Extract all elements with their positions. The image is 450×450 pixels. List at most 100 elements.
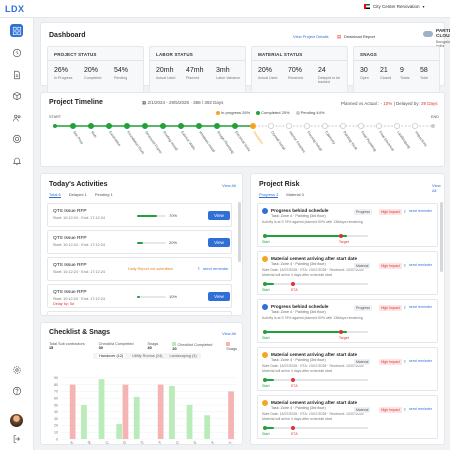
- milestone-dot[interactable]: [393, 122, 400, 129]
- activity-delay: Delay by: 5d: [53, 302, 75, 306]
- legend-label: Checklist Completed: [177, 343, 213, 347]
- send-reminder-button[interactable]: send reminder: [409, 305, 432, 309]
- risk-progress-fill: [264, 379, 275, 381]
- nav-settings[interactable]: [10, 363, 23, 376]
- view-project-details-link[interactable]: View Project Details: [293, 34, 329, 39]
- milestone-dot[interactable]: [357, 122, 364, 129]
- tab-material[interactable]: Material 3: [286, 192, 304, 197]
- start-marker: [263, 378, 267, 382]
- bar-checklist[interactable]: [204, 415, 210, 439]
- bar-checklist[interactable]: [98, 379, 105, 439]
- nav-documents[interactable]: [10, 68, 23, 81]
- nav-team[interactable]: [10, 111, 23, 124]
- milestone-dot[interactable]: [285, 122, 292, 129]
- tab-utility-rooms[interactable]: Utility Rooms (24): [132, 354, 163, 358]
- send-reminder-button[interactable]: send reminder: [409, 209, 432, 213]
- activity-progress-pct: 70%: [169, 213, 178, 218]
- risk-progress-fill: [264, 235, 348, 237]
- nav-materials[interactable]: [10, 89, 23, 102]
- tab-pending[interactable]: Pending 1: [94, 192, 113, 197]
- send-icon: ⇪: [197, 266, 201, 271]
- tab-total[interactable]: Total 6: [49, 192, 61, 198]
- milestone-label: Landscaping: [396, 130, 411, 149]
- milestone-dot[interactable]: [267, 122, 274, 129]
- activity-progress-bar: [137, 215, 166, 217]
- activities-view-all[interactable]: View All: [222, 183, 236, 188]
- send-icon: ⇪: [403, 263, 407, 268]
- x-tick-label: Hotel: [192, 440, 200, 445]
- bar-snags[interactable]: [228, 391, 234, 439]
- risk-card[interactable]: Material cement arriving after start dat…: [257, 347, 438, 391]
- milestone-dot[interactable]: [88, 122, 95, 129]
- milestone-dot[interactable]: [411, 122, 418, 129]
- stat-actual-used: 20mh Actual Used: [156, 67, 175, 80]
- milestone-dot[interactable]: [142, 122, 149, 129]
- milestone-dot[interactable]: [231, 122, 238, 129]
- nav-schedule[interactable]: [10, 46, 23, 59]
- risk-scrollbar[interactable]: [440, 202, 443, 272]
- bar-checklist[interactable]: [116, 424, 122, 439]
- tab-landscaping[interactable]: Landscaping (3): [169, 354, 197, 358]
- risk-card[interactable]: Material cement arriving after start dat…: [257, 395, 438, 439]
- send-reminder-button[interactable]: send reminder: [409, 359, 432, 363]
- stat-label: Snags: [147, 342, 159, 346]
- milestone-dot[interactable]: [321, 122, 328, 129]
- send-reminder-button[interactable]: send reminder: [203, 266, 229, 271]
- risk-card[interactable]: Progress behind schedule Task: Zone 4 · P…: [257, 203, 438, 247]
- milestone-dot[interactable]: [160, 122, 167, 129]
- activities-scrollbar[interactable]: [238, 202, 241, 262]
- x-tick-label: Charlie: [104, 440, 114, 445]
- activity-title: QTS Issue RFP: [53, 209, 87, 214]
- nav-logout[interactable]: [10, 432, 23, 445]
- tab-progress[interactable]: Progress 3: [259, 192, 279, 198]
- bar-checklist[interactable]: [169, 385, 175, 439]
- bar-snags[interactable]: [157, 384, 164, 439]
- avatar[interactable]: [10, 414, 23, 427]
- risk-card[interactable]: Progress behind schedule Task: Zone 4 · P…: [257, 299, 438, 343]
- nav-help[interactable]: [10, 384, 23, 397]
- project-selector[interactable]: City Center Renovation ▾: [364, 4, 425, 9]
- stat-completed: 20% Completed: [84, 67, 101, 80]
- milestone-dot[interactable]: [303, 122, 310, 129]
- risk-progress-track: [263, 234, 368, 238]
- milestone-dot[interactable]: [69, 122, 76, 129]
- milestone-dot[interactable]: [375, 122, 382, 129]
- send-reminder-button[interactable]: send reminder: [409, 263, 432, 267]
- risk-view-all[interactable]: View All: [432, 183, 441, 193]
- stat-total: 58 Total: [420, 67, 428, 80]
- checklist-view-all[interactable]: View All: [222, 331, 236, 336]
- risk-card[interactable]: Material cement arriving after start dat…: [257, 251, 438, 295]
- material-icon: [262, 352, 268, 358]
- bar-checklist[interactable]: [81, 405, 87, 439]
- send-reminder-button[interactable]: send reminder: [409, 407, 432, 411]
- bar-snags[interactable]: [69, 384, 76, 439]
- stat-value: 47mh: [186, 67, 204, 74]
- view-button[interactable]: View: [208, 292, 230, 301]
- y-tick-label: 30: [54, 417, 58, 421]
- milestone-dot[interactable]: [249, 122, 256, 129]
- milestone-dot[interactable]: [177, 122, 184, 129]
- milestone-dot[interactable]: [195, 122, 202, 129]
- tab-handover[interactable]: Handover (12): [97, 354, 126, 358]
- milestone-dot[interactable]: [124, 122, 131, 129]
- stat-value: 30: [360, 67, 368, 74]
- tab-delayed[interactable]: Delayed 1: [68, 192, 87, 197]
- app-logo[interactable]: LDX: [5, 4, 25, 14]
- download-report-button[interactable]: Download Report: [344, 34, 375, 39]
- view-button[interactable]: View: [208, 211, 230, 220]
- nav-notifications[interactable]: [10, 154, 23, 167]
- nav-dashboard[interactable]: [10, 24, 23, 37]
- milestone-dot[interactable]: [213, 122, 220, 129]
- milestone-dot[interactable]: [339, 122, 346, 129]
- bar-checklist[interactable]: [133, 396, 140, 439]
- bar-snags[interactable]: [122, 384, 129, 439]
- nav-quality[interactable]: [10, 132, 23, 145]
- bar-checklist[interactable]: [186, 405, 193, 439]
- milestone-dot[interactable]: [106, 122, 113, 129]
- view-button[interactable]: View: [208, 238, 230, 247]
